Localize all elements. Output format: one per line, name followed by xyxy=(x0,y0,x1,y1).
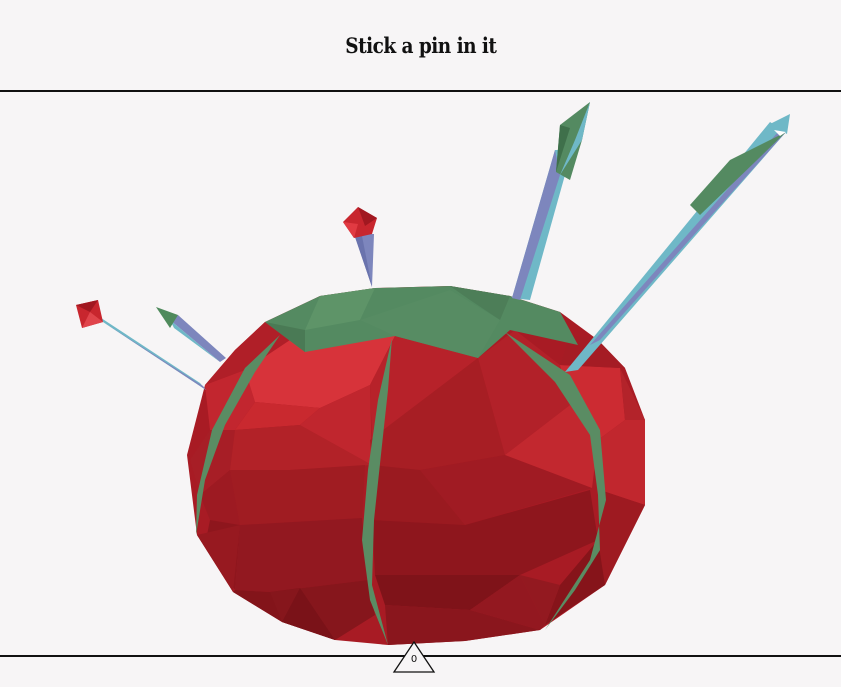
leaf-stripe xyxy=(505,332,606,630)
pincushion[interactable] xyxy=(187,286,645,645)
leaf-stripe xyxy=(196,335,280,535)
top-divider xyxy=(0,90,841,92)
triangle-icon xyxy=(392,640,436,673)
page-title: Stick a pin in it xyxy=(344,32,497,58)
pin-long[interactable] xyxy=(565,114,790,372)
pin-red-left[interactable] xyxy=(76,300,206,390)
pin-red-top[interactable] xyxy=(343,207,377,287)
header: Stick a pin in it xyxy=(0,0,841,90)
pin-head xyxy=(556,102,590,180)
pin-counter: 0 xyxy=(392,640,436,674)
pin-count-value: 0 xyxy=(410,654,418,665)
pin-head xyxy=(156,307,178,328)
leaf-stripe xyxy=(362,338,392,645)
pin-green-small[interactable] xyxy=(156,307,226,362)
pin-head xyxy=(770,114,790,134)
pin-tall[interactable] xyxy=(512,102,590,300)
